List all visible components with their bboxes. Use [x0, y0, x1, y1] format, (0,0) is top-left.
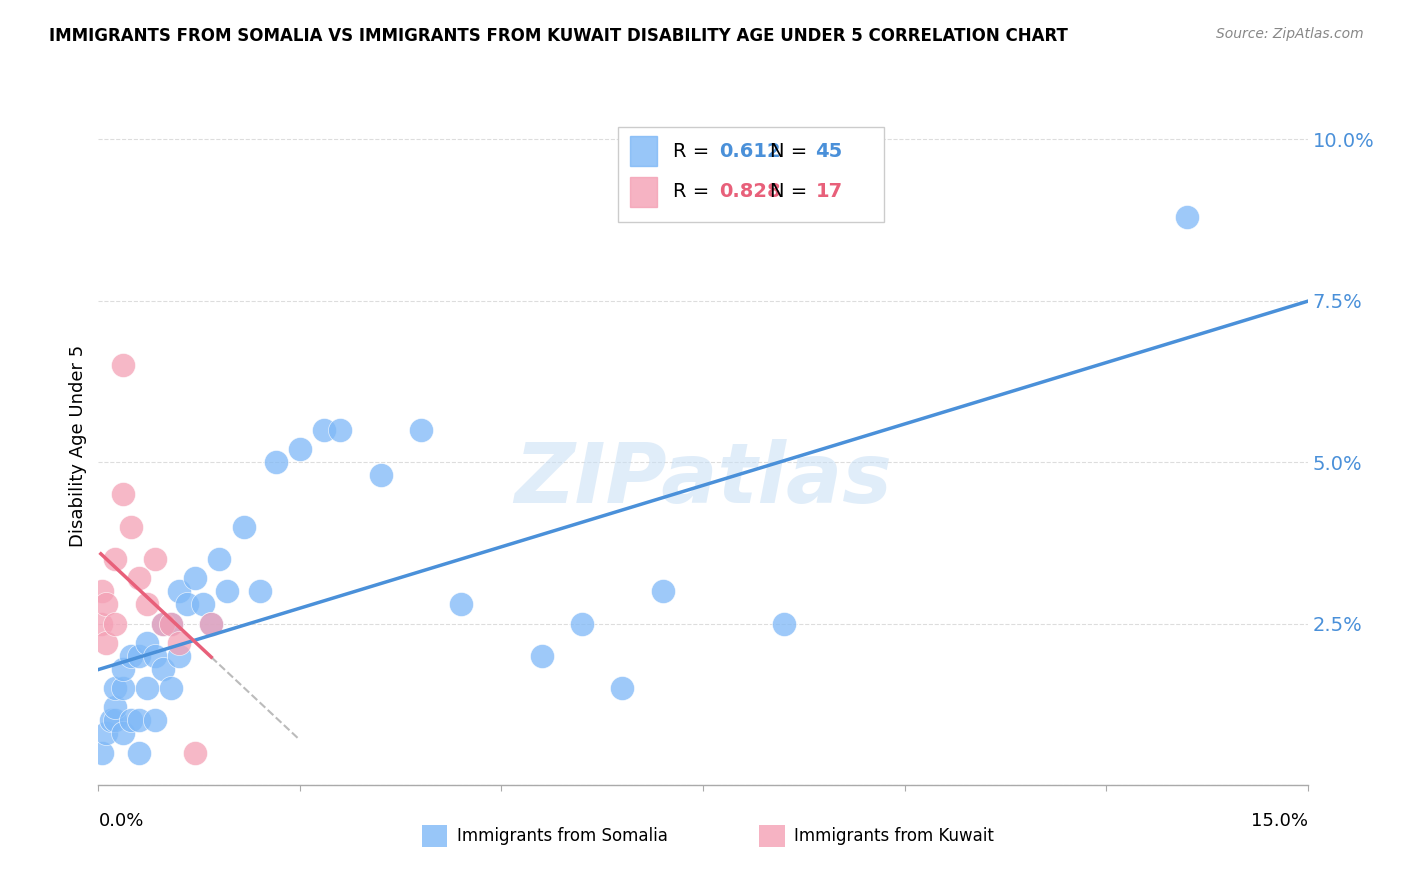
Point — [103, 681, 125, 695]
Text: 0.612: 0.612 — [718, 142, 780, 161]
Point — [329, 423, 352, 437]
Point — [135, 681, 157, 695]
Point — [612, 681, 634, 695]
Bar — [630, 177, 657, 207]
Point — [143, 714, 166, 728]
Y-axis label: Disability Age Under 5: Disability Age Under 5 — [69, 345, 87, 547]
Text: R =: R = — [672, 182, 716, 202]
Point — [111, 726, 134, 740]
Point — [772, 616, 794, 631]
Point — [167, 584, 190, 599]
Point — [96, 726, 118, 740]
Point — [120, 519, 142, 533]
Text: N =: N = — [769, 142, 813, 161]
Point — [152, 616, 174, 631]
Point — [128, 746, 150, 760]
Point — [135, 636, 157, 650]
Point — [200, 616, 222, 631]
Text: Source: ZipAtlas.com: Source: ZipAtlas.com — [1216, 27, 1364, 41]
Point — [152, 616, 174, 631]
Text: IMMIGRANTS FROM SOMALIA VS IMMIGRANTS FROM KUWAIT DISABILITY AGE UNDER 5 CORRELA: IMMIGRANTS FROM SOMALIA VS IMMIGRANTS FR… — [49, 27, 1069, 45]
Point — [264, 455, 287, 469]
Point — [184, 571, 207, 585]
Point — [160, 616, 183, 631]
Text: 0.0%: 0.0% — [98, 812, 143, 830]
Point — [193, 597, 215, 611]
Point — [120, 714, 142, 728]
Point — [530, 648, 553, 663]
Point — [111, 359, 134, 373]
Point — [232, 519, 254, 533]
Text: N =: N = — [769, 182, 813, 202]
Point — [91, 584, 114, 599]
Point — [167, 636, 190, 650]
Point — [143, 648, 166, 663]
Point — [96, 597, 118, 611]
Point — [120, 648, 142, 663]
Point — [90, 616, 112, 631]
Text: ZIPatlas: ZIPatlas — [515, 440, 891, 520]
Point — [184, 746, 207, 760]
Point — [651, 584, 673, 599]
Point — [103, 552, 125, 566]
Point — [103, 714, 125, 728]
Point — [288, 442, 311, 457]
Point — [128, 714, 150, 728]
Point — [100, 714, 122, 728]
Point — [160, 616, 183, 631]
Text: Immigrants from Somalia: Immigrants from Somalia — [457, 827, 668, 845]
Text: R =: R = — [672, 142, 716, 161]
Point — [176, 597, 198, 611]
Point — [208, 552, 231, 566]
Point — [160, 681, 183, 695]
Point — [135, 597, 157, 611]
Point — [143, 552, 166, 566]
Point — [96, 636, 118, 650]
Point — [249, 584, 271, 599]
Point — [200, 616, 222, 631]
Point — [370, 468, 392, 483]
Point — [217, 584, 239, 599]
Text: Immigrants from Kuwait: Immigrants from Kuwait — [794, 827, 994, 845]
Point — [409, 423, 432, 437]
Text: 15.0%: 15.0% — [1250, 812, 1308, 830]
Point — [450, 597, 472, 611]
Bar — [630, 136, 657, 166]
Point — [111, 662, 134, 676]
Point — [167, 648, 190, 663]
Text: 17: 17 — [815, 182, 842, 202]
Point — [1175, 210, 1198, 224]
Point — [103, 616, 125, 631]
Point — [111, 487, 134, 501]
Point — [103, 700, 125, 714]
Point — [314, 423, 336, 437]
Point — [111, 681, 134, 695]
Point — [152, 662, 174, 676]
Point — [91, 746, 114, 760]
Point — [128, 571, 150, 585]
Point — [128, 648, 150, 663]
Text: 0.828: 0.828 — [718, 182, 780, 202]
Text: 45: 45 — [815, 142, 842, 161]
Point — [571, 616, 593, 631]
